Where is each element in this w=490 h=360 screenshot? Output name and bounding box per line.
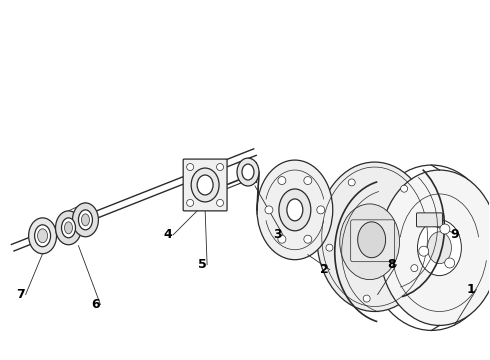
Ellipse shape xyxy=(419,246,429,256)
Ellipse shape xyxy=(38,229,48,243)
Ellipse shape xyxy=(35,225,50,247)
Ellipse shape xyxy=(445,258,455,268)
FancyBboxPatch shape xyxy=(416,213,442,227)
Ellipse shape xyxy=(278,235,286,243)
Ellipse shape xyxy=(401,185,408,192)
Ellipse shape xyxy=(348,179,355,186)
Ellipse shape xyxy=(197,175,213,195)
Ellipse shape xyxy=(380,170,490,325)
Text: 4: 4 xyxy=(164,228,172,241)
Ellipse shape xyxy=(278,176,286,185)
Ellipse shape xyxy=(191,168,219,202)
Ellipse shape xyxy=(363,295,370,302)
Ellipse shape xyxy=(304,176,312,185)
Ellipse shape xyxy=(187,199,194,206)
Ellipse shape xyxy=(81,214,90,226)
Ellipse shape xyxy=(28,218,56,254)
Ellipse shape xyxy=(279,189,311,231)
Text: 7: 7 xyxy=(16,288,25,301)
Ellipse shape xyxy=(340,204,399,280)
Text: 3: 3 xyxy=(273,228,282,241)
Text: 2: 2 xyxy=(320,263,329,276)
Ellipse shape xyxy=(358,222,386,258)
Ellipse shape xyxy=(257,160,333,260)
Ellipse shape xyxy=(78,210,93,230)
Ellipse shape xyxy=(317,162,433,311)
Ellipse shape xyxy=(237,158,259,186)
Ellipse shape xyxy=(217,199,223,206)
Ellipse shape xyxy=(55,211,81,245)
Text: 1: 1 xyxy=(467,283,476,296)
Ellipse shape xyxy=(217,163,223,171)
Ellipse shape xyxy=(242,164,254,180)
Ellipse shape xyxy=(440,224,450,234)
Text: 5: 5 xyxy=(198,258,206,271)
Ellipse shape xyxy=(417,220,462,276)
Ellipse shape xyxy=(62,218,75,238)
Ellipse shape xyxy=(427,232,451,264)
Ellipse shape xyxy=(73,203,98,237)
Text: 9: 9 xyxy=(450,228,459,241)
Ellipse shape xyxy=(304,235,312,243)
Text: 8: 8 xyxy=(387,258,396,271)
FancyBboxPatch shape xyxy=(351,220,394,262)
Ellipse shape xyxy=(326,244,333,251)
Text: 6: 6 xyxy=(91,298,100,311)
Ellipse shape xyxy=(265,206,273,214)
Ellipse shape xyxy=(411,265,418,272)
Ellipse shape xyxy=(187,163,194,171)
Ellipse shape xyxy=(367,165,490,330)
FancyBboxPatch shape xyxy=(183,159,227,211)
Ellipse shape xyxy=(287,199,303,221)
Ellipse shape xyxy=(317,206,325,214)
Ellipse shape xyxy=(65,222,73,234)
